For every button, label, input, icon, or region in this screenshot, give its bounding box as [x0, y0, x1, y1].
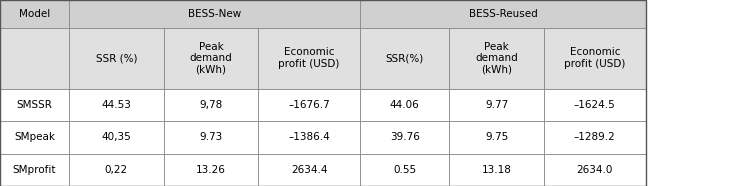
- Text: SSR(%): SSR(%): [385, 53, 424, 63]
- Text: –1624.5: –1624.5: [574, 100, 616, 110]
- Text: SMSSR: SMSSR: [16, 100, 53, 110]
- Text: 44.06: 44.06: [390, 100, 420, 110]
- Bar: [69, 28, 164, 89]
- Text: Economic
profit (USD): Economic profit (USD): [278, 47, 340, 69]
- Text: SMprofit: SMprofit: [13, 165, 57, 175]
- Text: –1386.4: –1386.4: [288, 132, 330, 142]
- Bar: [360, 0, 646, 28]
- Text: BESS-Reused: BESS-Reused: [469, 9, 537, 19]
- Bar: [360, 121, 449, 154]
- Bar: [164, 28, 258, 89]
- Bar: [544, 154, 646, 186]
- Text: SMpeak: SMpeak: [14, 132, 55, 142]
- Text: 9.73: 9.73: [199, 132, 222, 142]
- Bar: [544, 89, 646, 121]
- Bar: [0, 89, 69, 121]
- Text: 2634.4: 2634.4: [291, 165, 327, 175]
- Text: BESS-New: BESS-New: [188, 9, 241, 19]
- Bar: [164, 154, 258, 186]
- Bar: [69, 0, 360, 28]
- Text: –1676.7: –1676.7: [288, 100, 330, 110]
- Text: 9,78: 9,78: [199, 100, 222, 110]
- Text: SSR (%): SSR (%): [96, 53, 137, 63]
- Bar: [69, 154, 164, 186]
- Bar: [449, 154, 544, 186]
- Text: Economic
profit (USD): Economic profit (USD): [564, 47, 626, 69]
- Bar: [164, 89, 258, 121]
- Text: 0,22: 0,22: [105, 165, 128, 175]
- Text: 2634.0: 2634.0: [577, 165, 613, 175]
- Bar: [0, 0, 646, 186]
- Bar: [258, 121, 360, 154]
- Text: 9.75: 9.75: [485, 132, 508, 142]
- Text: Peak
demand
(kWh): Peak demand (kWh): [475, 42, 518, 75]
- Text: 39.76: 39.76: [390, 132, 420, 142]
- Bar: [69, 89, 164, 121]
- Text: 9.77: 9.77: [485, 100, 508, 110]
- Text: 40,35: 40,35: [102, 132, 131, 142]
- Bar: [360, 154, 449, 186]
- Bar: [258, 28, 360, 89]
- Bar: [0, 0, 69, 28]
- Bar: [258, 154, 360, 186]
- Text: 13.18: 13.18: [481, 165, 512, 175]
- Text: 0.55: 0.55: [393, 165, 417, 175]
- Bar: [544, 121, 646, 154]
- Bar: [449, 121, 544, 154]
- Bar: [360, 28, 449, 89]
- Bar: [258, 89, 360, 121]
- Text: Peak
demand
(kWh): Peak demand (kWh): [190, 42, 232, 75]
- Text: –1289.2: –1289.2: [574, 132, 616, 142]
- Bar: [449, 89, 544, 121]
- Bar: [544, 28, 646, 89]
- Bar: [69, 121, 164, 154]
- Bar: [360, 89, 449, 121]
- Bar: [0, 154, 69, 186]
- Text: 44.53: 44.53: [101, 100, 132, 110]
- Bar: [0, 28, 69, 89]
- Text: 13.26: 13.26: [196, 165, 226, 175]
- Bar: [0, 121, 69, 154]
- Bar: [164, 121, 258, 154]
- Bar: [449, 28, 544, 89]
- Text: Model: Model: [19, 9, 51, 19]
